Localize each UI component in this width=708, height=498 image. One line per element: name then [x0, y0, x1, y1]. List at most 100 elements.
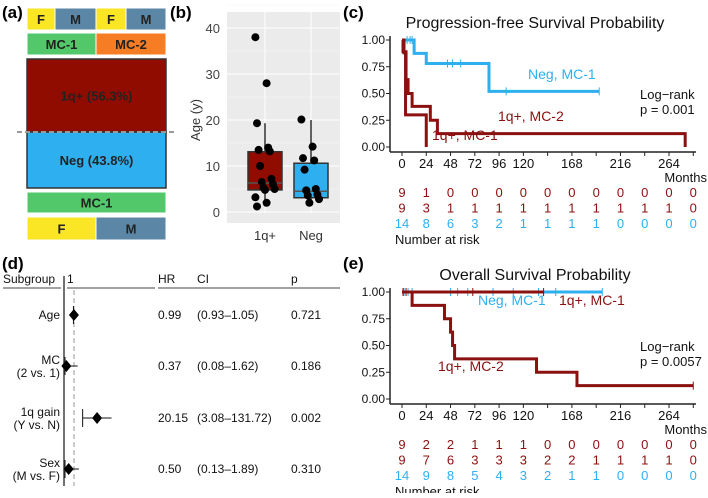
- y-tick-label: 0.75: [362, 60, 386, 74]
- risk-count: 1: [495, 201, 502, 216]
- panel-c-pfs-km: Progression-free Survival Probability 0.0…: [362, 15, 708, 247]
- group-neg-label: Neg (43.8%): [60, 153, 134, 168]
- x-tick-label: 1q+: [254, 228, 276, 243]
- data-point: [261, 185, 269, 194]
- risk-count: 1: [617, 201, 624, 216]
- risk-count: 1: [617, 453, 624, 468]
- risk-count: 1: [641, 201, 648, 216]
- data-point: [251, 33, 260, 42]
- y-tick-label: 1.00: [362, 285, 386, 299]
- km-curve-0: [402, 38, 600, 93]
- risk-count: 3: [520, 468, 527, 483]
- hr-value: 20.15: [158, 411, 188, 425]
- bottom-mc-1-label: MC-1: [81, 196, 113, 211]
- risk-count: 0: [690, 201, 697, 216]
- data-point: [262, 79, 271, 88]
- risk-count: 0: [544, 437, 551, 452]
- y-tick-label: 0.50: [362, 87, 386, 101]
- header-subgroup: Subgroup: [3, 272, 55, 286]
- risk-count: 1: [568, 201, 575, 216]
- risk-count: 9: [423, 468, 430, 483]
- x-axis-label: Months: [664, 170, 707, 185]
- header-hr: HR: [158, 272, 176, 286]
- box-Neg: [293, 162, 329, 199]
- data-point: [300, 165, 309, 174]
- log-rank-p-value: p = 0.001: [640, 102, 695, 117]
- ci-value: (0.13–1.89): [197, 462, 258, 476]
- x-tick-label: 120: [513, 156, 535, 171]
- risk-count: 14: [395, 468, 409, 483]
- x-tick-label: 0: [398, 156, 405, 171]
- risk-count: 1: [593, 201, 600, 216]
- bottom-sex-m-label: M: [126, 222, 137, 237]
- y-tick-label: 0: [213, 205, 220, 220]
- risk-count: 14: [395, 216, 409, 231]
- p-value: 0.186: [291, 359, 321, 373]
- risk-count: 3: [520, 453, 527, 468]
- hr-value: 0.99: [158, 308, 182, 322]
- risk-count: 0: [593, 437, 600, 452]
- y-axis-label: Age (y): [188, 99, 203, 141]
- risk-count: 1: [423, 185, 430, 200]
- x-tick-label: 264: [658, 156, 680, 171]
- risk-count: 1: [471, 437, 478, 452]
- series-label: 1q+, MC-2: [438, 358, 504, 374]
- risk-count: 0: [544, 185, 551, 200]
- data-point: [308, 142, 317, 151]
- risk-count: 0: [617, 437, 624, 452]
- data-point: [253, 202, 261, 211]
- subgroup-label: MC: [41, 353, 60, 367]
- risk-count: 0: [690, 185, 697, 200]
- group-neg-block: [26, 131, 167, 189]
- data-point: [310, 156, 319, 165]
- risk-count: 6: [447, 216, 454, 231]
- risk-count: 8: [447, 468, 454, 483]
- risk-count: 2: [495, 216, 502, 231]
- subgroup-label: (2 vs. 1): [17, 366, 60, 380]
- panel-d-label: (d): [2, 254, 24, 273]
- risk-count: 1: [520, 201, 527, 216]
- risk-count: 0: [690, 437, 697, 452]
- subgroup-label: Age: [39, 308, 61, 322]
- panel-b-label: (b): [170, 3, 192, 22]
- ci-value: (0.08–1.62): [197, 359, 258, 373]
- risk-count: 1: [665, 201, 672, 216]
- x-tick-label: 96: [492, 156, 506, 171]
- risk-count: 4: [495, 468, 502, 483]
- subgroup-label: (Y vs. N): [14, 418, 60, 432]
- x-tick-label: 24: [419, 408, 433, 423]
- risk-count: 1: [495, 437, 502, 452]
- ci-value: (3.08–131.72): [197, 411, 272, 425]
- chart-title: Overall Survival Probability: [439, 267, 630, 284]
- data-point: [256, 162, 265, 170]
- data-point: [254, 145, 263, 154]
- y-tick-label: 0.00: [362, 392, 386, 406]
- data-point: [253, 119, 261, 128]
- risk-count: 0: [690, 216, 697, 231]
- risk-count: 0: [665, 216, 672, 231]
- risk-count: 0: [471, 185, 478, 200]
- header-reference: 1: [67, 272, 74, 286]
- risk-count: 9: [398, 453, 405, 468]
- group-1q-gain-label: 1q+ (56.3%): [61, 89, 133, 104]
- risk-count: 1: [665, 453, 672, 468]
- top-mc-2-label: MC-2: [115, 37, 147, 52]
- risk-count: 0: [617, 216, 624, 231]
- bottom-sex-f-label: F: [58, 222, 66, 237]
- top-mc-1-label: MC-1: [46, 37, 78, 52]
- top-sex-1-label: M: [70, 12, 81, 27]
- p-value: 0.721: [291, 308, 321, 322]
- data-point: [297, 115, 306, 124]
- bottom-mc-1-block: [26, 191, 167, 214]
- risk-count: 7: [423, 453, 430, 468]
- data-point: [251, 193, 260, 202]
- header-p: p: [291, 272, 298, 286]
- risk-count: 1: [520, 437, 527, 452]
- x-tick-label: 48: [443, 408, 457, 423]
- y-tick-label: 10: [206, 159, 220, 174]
- risk-count: 5: [471, 468, 478, 483]
- data-point: [270, 185, 279, 193]
- risk-count: 1: [471, 201, 478, 216]
- risk-count: 1: [520, 216, 527, 231]
- risk-count: 6: [447, 453, 454, 468]
